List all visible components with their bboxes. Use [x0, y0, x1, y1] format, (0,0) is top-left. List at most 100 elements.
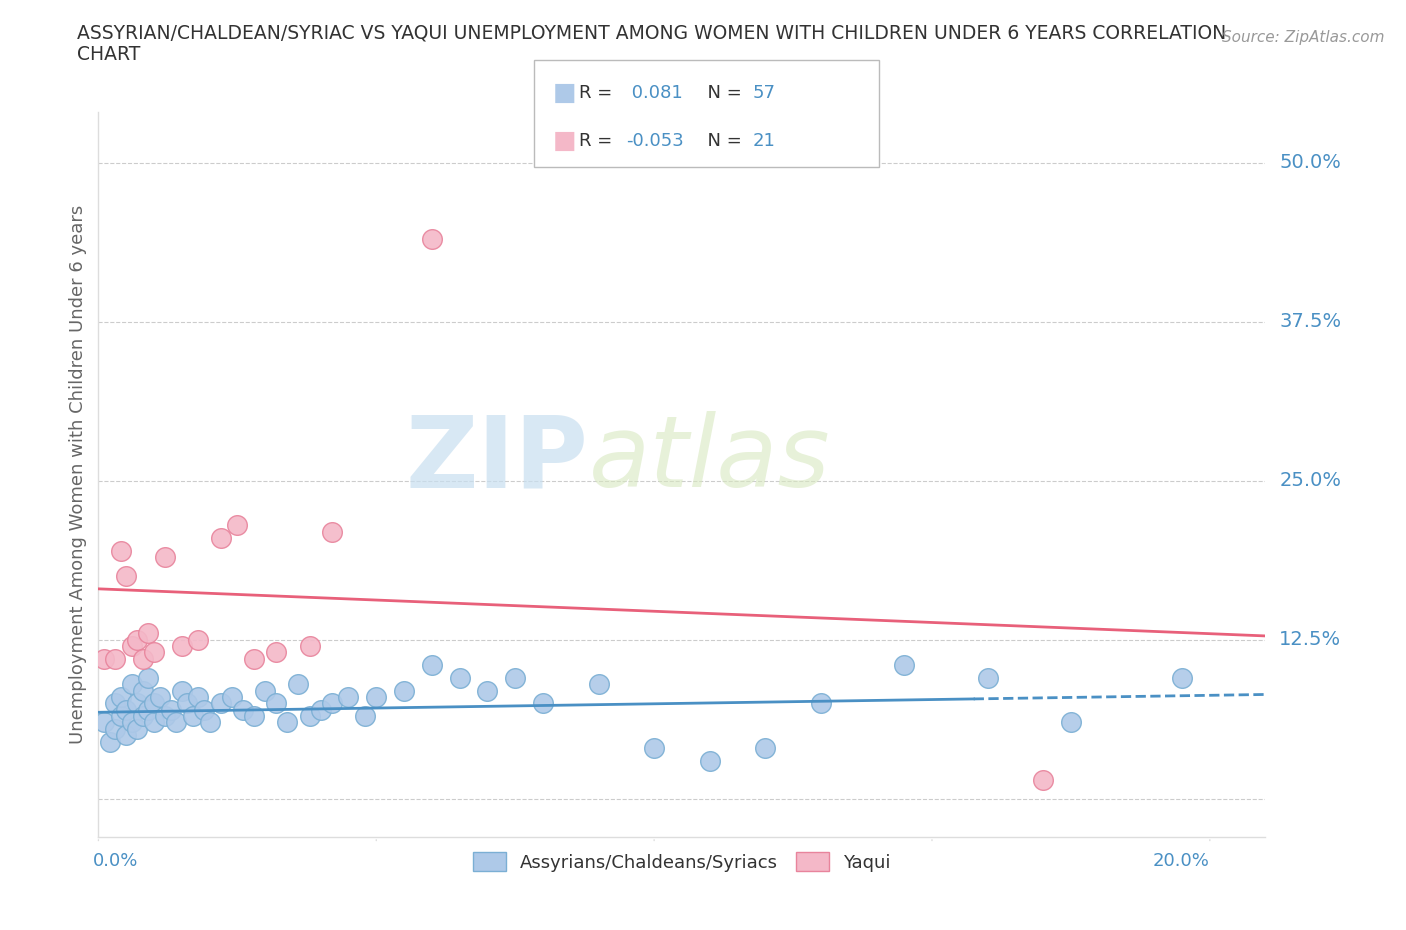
Point — [138, 671, 160, 685]
Point — [354, 709, 377, 724]
Point — [121, 677, 143, 692]
Text: 50.0%: 50.0% — [1279, 153, 1341, 172]
Point — [321, 525, 343, 539]
Point — [531, 696, 554, 711]
Point — [110, 689, 132, 704]
Point — [121, 715, 143, 730]
Text: -0.053: -0.053 — [626, 132, 683, 150]
Point — [93, 715, 115, 730]
Point — [115, 728, 138, 743]
Text: 37.5%: 37.5% — [1279, 312, 1341, 331]
Point — [198, 715, 221, 730]
Point — [104, 651, 127, 666]
Point — [127, 696, 149, 711]
Point — [420, 658, 443, 672]
Point — [165, 715, 187, 730]
Point — [420, 232, 443, 246]
Point — [276, 715, 298, 730]
Point — [321, 696, 343, 711]
Text: R =: R = — [579, 84, 619, 101]
Point — [132, 651, 155, 666]
Point — [110, 709, 132, 724]
Point — [138, 702, 160, 717]
Point — [187, 632, 209, 647]
Text: 20.0%: 20.0% — [1153, 852, 1209, 870]
Point — [287, 677, 309, 692]
Point — [153, 709, 176, 724]
Point — [298, 709, 321, 724]
Point — [104, 722, 127, 737]
Point — [588, 677, 610, 692]
Point — [148, 689, 170, 704]
Point — [264, 696, 287, 711]
Point — [643, 740, 665, 755]
Text: N =: N = — [696, 84, 748, 101]
Point — [132, 709, 155, 724]
Point — [93, 651, 115, 666]
Text: CHART: CHART — [77, 45, 141, 63]
Point — [176, 696, 198, 711]
Point — [232, 702, 254, 717]
Y-axis label: Unemployment Among Women with Children Under 6 years: Unemployment Among Women with Children U… — [69, 205, 87, 744]
Text: R =: R = — [579, 132, 619, 150]
Point — [392, 684, 415, 698]
Text: N =: N = — [696, 132, 748, 150]
Text: 12.5%: 12.5% — [1279, 631, 1341, 649]
Point — [366, 689, 388, 704]
Point — [1032, 772, 1054, 787]
Point — [699, 753, 721, 768]
Point — [893, 658, 915, 672]
Point — [143, 715, 166, 730]
Point — [187, 689, 209, 704]
Text: atlas: atlas — [589, 411, 830, 509]
Text: 0.081: 0.081 — [626, 84, 682, 101]
Text: 25.0%: 25.0% — [1279, 472, 1341, 490]
Point — [170, 639, 193, 654]
Point — [127, 722, 149, 737]
Point — [138, 626, 160, 641]
Point — [503, 671, 526, 685]
Point — [243, 709, 266, 724]
Point — [181, 709, 204, 724]
Point — [104, 696, 127, 711]
Point — [98, 734, 121, 749]
Point — [115, 702, 138, 717]
Point — [127, 632, 149, 647]
Point — [264, 645, 287, 660]
Point — [309, 702, 332, 717]
Point — [159, 702, 181, 717]
Text: ASSYRIAN/CHALDEAN/SYRIAC VS YAQUI UNEMPLOYMENT AMONG WOMEN WITH CHILDREN UNDER 6: ASSYRIAN/CHALDEAN/SYRIAC VS YAQUI UNEMPL… — [77, 23, 1226, 42]
Legend: Assyrians/Chaldeans/Syriacs, Yaqui: Assyrians/Chaldeans/Syriacs, Yaqui — [465, 844, 898, 879]
Point — [209, 530, 232, 545]
Point — [221, 689, 243, 704]
Text: 21: 21 — [752, 132, 775, 150]
Point — [298, 639, 321, 654]
Point — [143, 645, 166, 660]
Point — [170, 684, 193, 698]
Point — [754, 740, 776, 755]
Point — [1060, 715, 1083, 730]
Text: 0.0%: 0.0% — [93, 852, 138, 870]
Text: ■: ■ — [553, 81, 576, 104]
Point — [121, 639, 143, 654]
Point — [153, 550, 176, 565]
Point — [110, 543, 132, 558]
Point — [143, 696, 166, 711]
Point — [449, 671, 471, 685]
Point — [254, 684, 277, 698]
Point — [337, 689, 360, 704]
Point — [193, 702, 215, 717]
Point — [226, 518, 249, 533]
Point — [1171, 671, 1194, 685]
Point — [810, 696, 832, 711]
Text: Source: ZipAtlas.com: Source: ZipAtlas.com — [1222, 30, 1385, 45]
Point — [243, 651, 266, 666]
Point — [132, 684, 155, 698]
Text: ■: ■ — [553, 128, 576, 153]
Point — [115, 568, 138, 583]
Text: 57: 57 — [752, 84, 775, 101]
Point — [209, 696, 232, 711]
Point — [976, 671, 998, 685]
Text: ZIP: ZIP — [406, 411, 589, 509]
Point — [477, 684, 499, 698]
